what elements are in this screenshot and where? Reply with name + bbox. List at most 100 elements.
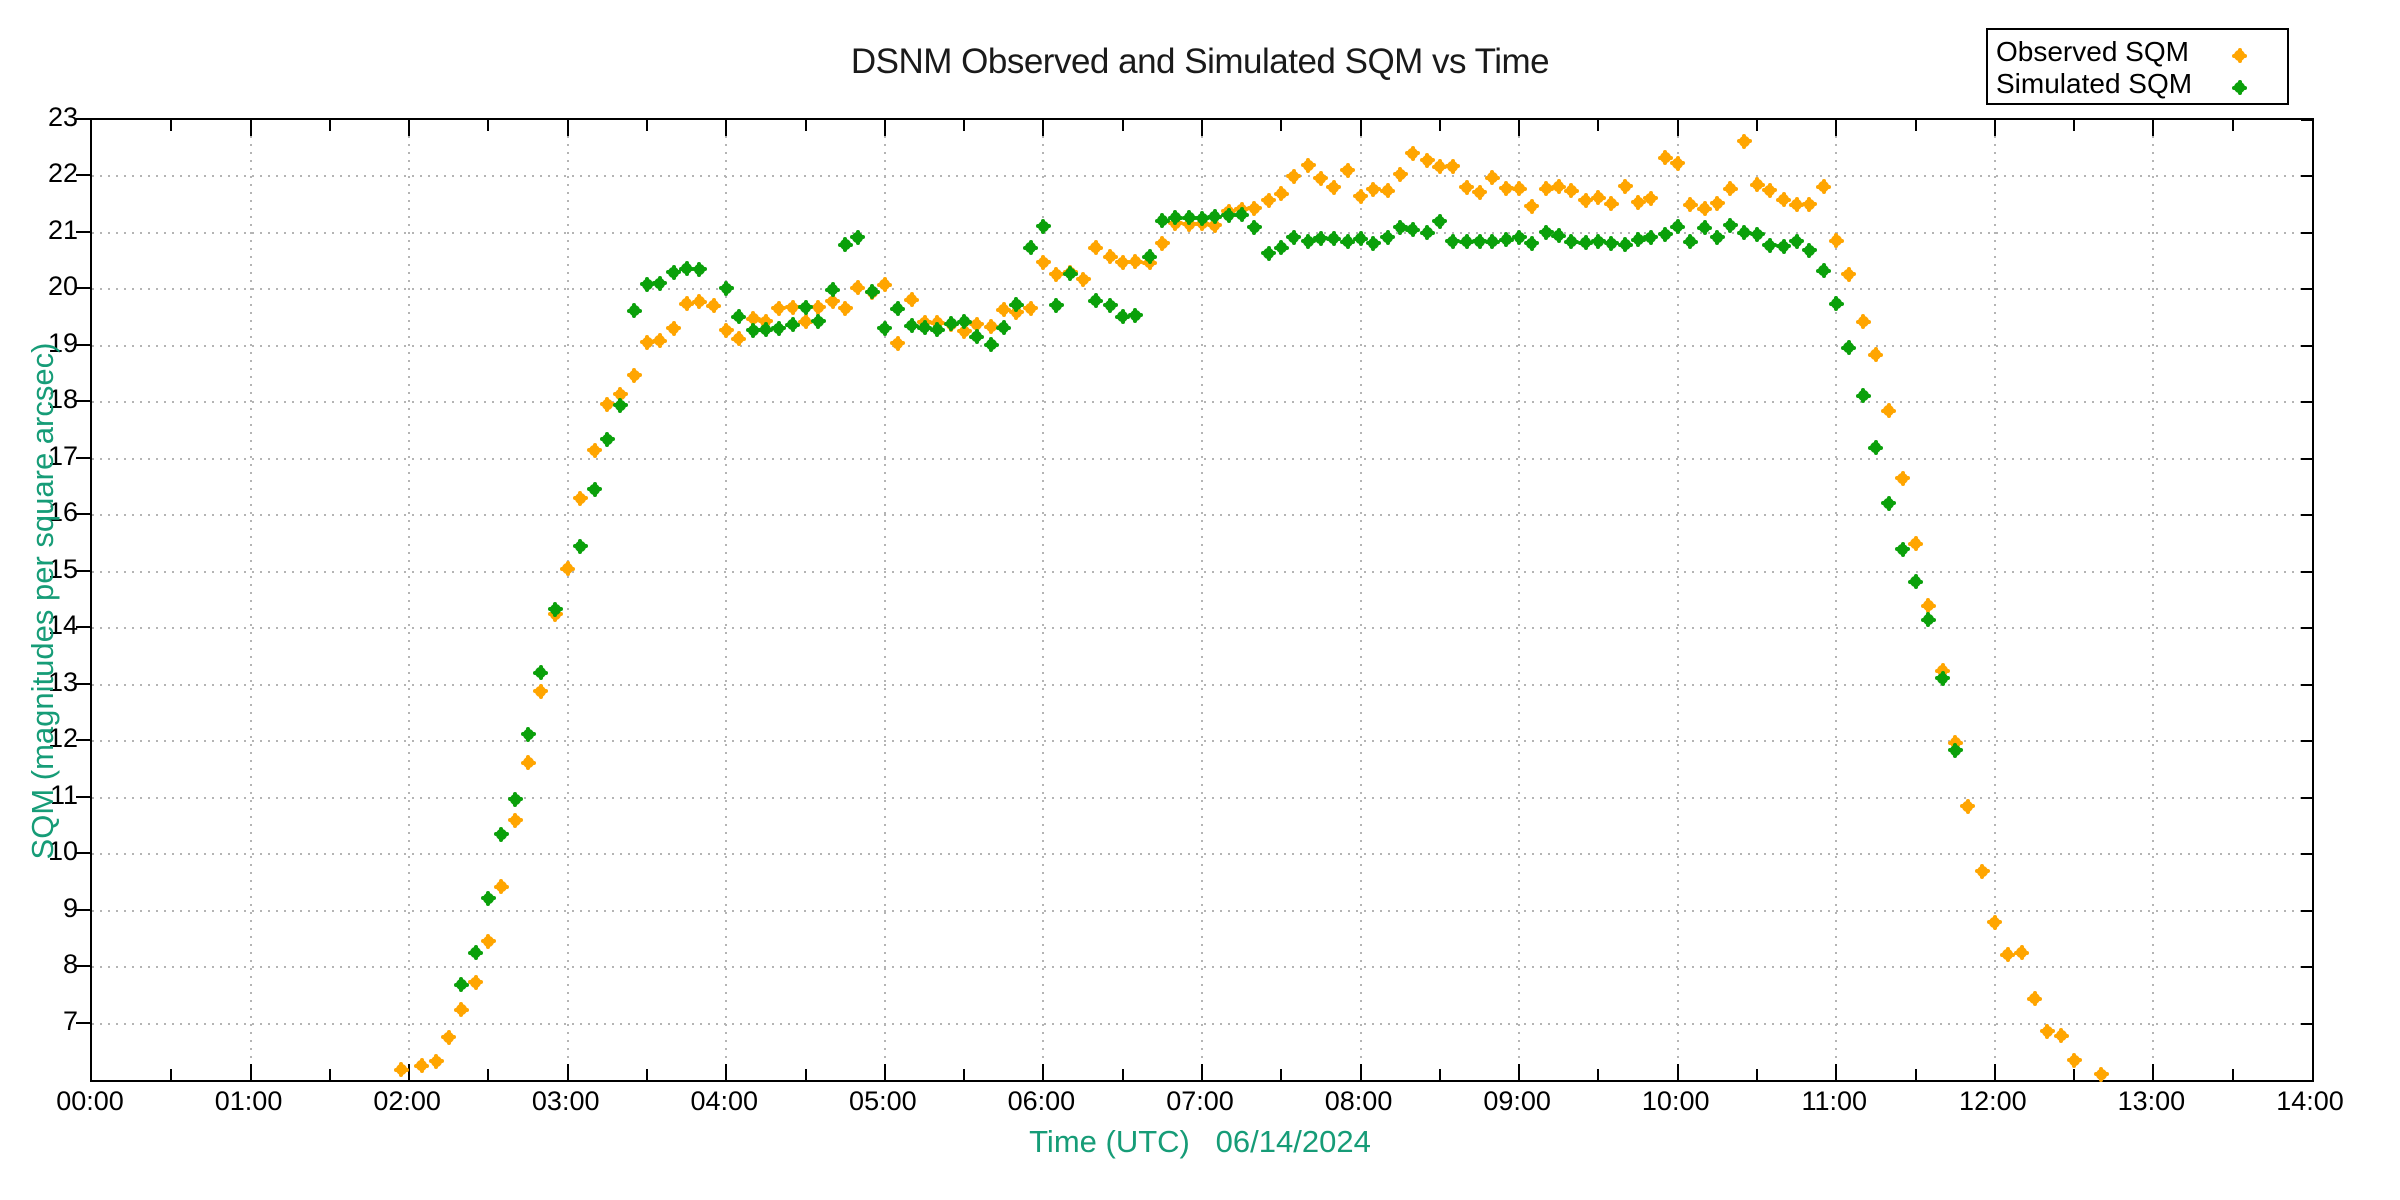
- observed-point: [1590, 190, 1606, 206]
- observed-point: [679, 296, 695, 312]
- observed-point: [652, 333, 668, 349]
- observed-point: [1816, 179, 1832, 195]
- y-axis-tick: [76, 400, 90, 403]
- simulated-point: [1088, 293, 1104, 309]
- simulated-point: [996, 320, 1012, 336]
- observed-point: [1855, 314, 1871, 330]
- observed-point: [1498, 180, 1514, 196]
- observed-point: [1365, 181, 1381, 197]
- simulated-point: [1234, 207, 1250, 223]
- observed-point: [666, 320, 682, 336]
- simulated-point: [983, 337, 999, 353]
- x-axis-tick: [487, 1069, 490, 1080]
- observed-point: [1353, 188, 1369, 204]
- simulated-point: [1445, 233, 1461, 249]
- simulated-point: [1868, 440, 1884, 456]
- simulated-point: [480, 890, 496, 906]
- observed-point: [572, 490, 588, 506]
- x-axis-tick-top: [170, 120, 173, 131]
- observed-point: [785, 299, 801, 315]
- observed-point: [1207, 217, 1223, 233]
- observed-point: [1326, 179, 1342, 195]
- x-axis-tick: [1597, 1069, 1600, 1080]
- observed-point: [1630, 194, 1646, 210]
- observed-point: [1048, 266, 1064, 282]
- y-tick-label: 23: [47, 102, 78, 132]
- simulated-point: [1670, 219, 1686, 235]
- y-axis-tick-right: [2301, 175, 2312, 178]
- x-axis-tick: [804, 1069, 807, 1080]
- observed-point: [1682, 197, 1698, 213]
- y-axis-tick: [76, 569, 90, 572]
- simulated-point: [1643, 229, 1659, 245]
- observed-point: [731, 331, 747, 347]
- x-axis-tick: [1359, 1064, 1362, 1080]
- observed-point: [1286, 168, 1302, 184]
- simulated-point: [1300, 233, 1316, 249]
- x-tick-label: 02:00: [373, 1086, 441, 1116]
- gridline-vertical: [1359, 120, 1362, 1080]
- observed-point: [1538, 181, 1554, 197]
- simulated-point: [572, 538, 588, 554]
- legend-label-observed: Observed SQM: [1996, 36, 2189, 67]
- y-axis-tick: [76, 908, 90, 911]
- observed-point: [758, 313, 774, 329]
- simulated-point: [1722, 217, 1738, 233]
- simulated-point: [1380, 229, 1396, 245]
- simulated-point: [493, 826, 509, 842]
- simulated-point: [626, 303, 642, 319]
- x-axis-tick: [963, 1069, 966, 1080]
- x-tick-label: 13:00: [2117, 1086, 2186, 1116]
- x-axis-tick-top: [1438, 120, 1441, 131]
- observed-point: [2093, 1066, 2109, 1082]
- simulated-point: [666, 264, 682, 280]
- y-tick-label: 13: [47, 666, 78, 697]
- simulated-point: [1102, 297, 1118, 313]
- observed-point: [1920, 598, 1936, 614]
- observed-point: [877, 277, 893, 293]
- observed-point: [983, 319, 999, 335]
- simulated-point: [785, 317, 801, 333]
- simulated-point: [810, 313, 826, 329]
- y-axis-tick: [76, 456, 90, 459]
- simulated-point: [1816, 263, 1832, 279]
- observed-point: [1261, 192, 1277, 208]
- simulated-point: [943, 316, 959, 332]
- x-tick-label: 00:00: [56, 1086, 124, 1116]
- y-tick-label: 7: [62, 1005, 78, 1036]
- gridline-vertical: [1201, 120, 1203, 1080]
- x-axis-title: Time (UTC) 06/14/2024: [1029, 1124, 1371, 1159]
- simulated-point: [1709, 229, 1725, 245]
- observed-point: [507, 812, 523, 828]
- simulated-point: [652, 275, 668, 291]
- observed-point: [2053, 1028, 2069, 1044]
- simulated-point: [731, 309, 747, 325]
- simulated-point: [837, 237, 853, 253]
- simulated-point: [1432, 213, 1448, 229]
- simulated-point: [1326, 231, 1342, 247]
- simulated-point: [1657, 226, 1673, 242]
- legend-box: Observed SQM Simulated SQM: [1986, 28, 2289, 105]
- x-axis-tick-top: [725, 120, 728, 136]
- y-axis-tick-right: [2301, 966, 2312, 969]
- observed-point: [1974, 863, 1990, 879]
- gridline-vertical: [1676, 120, 1679, 1080]
- simulated-point: [1498, 232, 1514, 248]
- observed-point: [480, 933, 496, 949]
- observed-point: [520, 755, 536, 771]
- simulated-point: [1895, 541, 1911, 557]
- simulated-point: [798, 299, 814, 315]
- observed-point: [1154, 235, 1170, 251]
- y-axis-tick-right: [2301, 909, 2312, 912]
- y-tick-label: 20: [47, 271, 78, 302]
- observed-point: [718, 322, 734, 338]
- observed-point: [1088, 240, 1104, 256]
- simulated-point: [1776, 238, 1792, 254]
- y-axis-title: SQM (magnitudes per square arcsec): [25, 342, 60, 860]
- x-axis-tick: [1914, 1069, 1917, 1080]
- observed-point: [1987, 914, 2003, 930]
- x-axis-tick: [1438, 1069, 1441, 1080]
- observed-point: [1762, 182, 1778, 198]
- observed-point: [1313, 170, 1329, 186]
